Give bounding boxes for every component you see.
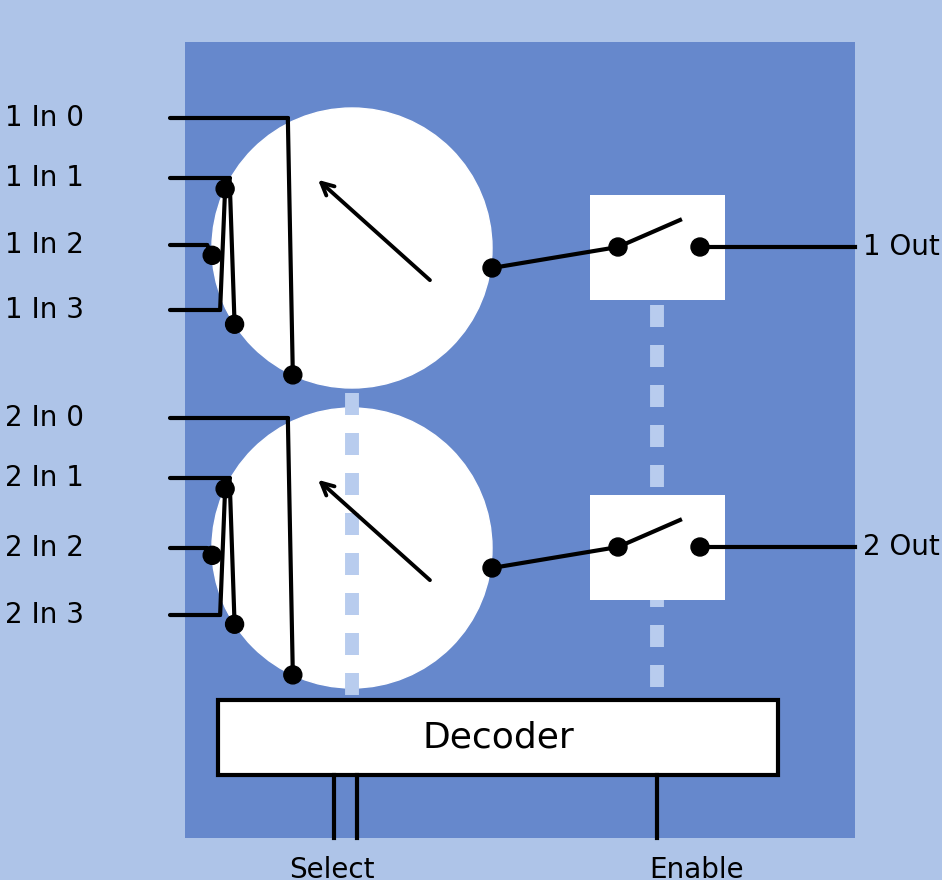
Text: 2 Out: 2 Out [863, 533, 940, 561]
Circle shape [225, 315, 244, 334]
Bar [590, 495, 725, 600]
Circle shape [691, 238, 709, 256]
Circle shape [483, 259, 501, 277]
Circle shape [216, 180, 235, 198]
Circle shape [609, 238, 627, 256]
Text: 2 In 0: 2 In 0 [5, 404, 84, 432]
Circle shape [225, 615, 244, 634]
Text: 2 In 3: 2 In 3 [5, 601, 84, 629]
Text: Select: Select [289, 856, 375, 880]
Circle shape [203, 546, 221, 564]
Circle shape [203, 246, 221, 264]
Circle shape [609, 538, 627, 556]
Text: Decoder: Decoder [422, 721, 574, 754]
Circle shape [691, 538, 709, 556]
Bar [590, 195, 725, 300]
Text: 2 In 2: 2 In 2 [5, 534, 84, 562]
Circle shape [284, 666, 301, 684]
Text: 2 In 1: 2 In 1 [5, 464, 84, 492]
Text: 1 In 3: 1 In 3 [5, 296, 84, 324]
Circle shape [216, 480, 235, 498]
Circle shape [212, 408, 492, 688]
Circle shape [212, 108, 492, 388]
Circle shape [284, 366, 301, 384]
Circle shape [483, 559, 501, 577]
Text: Enable: Enable [649, 856, 743, 880]
Text: 1 Out: 1 Out [863, 233, 940, 261]
Text: 1 In 2: 1 In 2 [5, 231, 84, 259]
Bar [185, 42, 855, 838]
Text: 1 In 0: 1 In 0 [5, 104, 84, 132]
Bar [218, 700, 778, 775]
Text: 1 In 1: 1 In 1 [5, 164, 84, 192]
